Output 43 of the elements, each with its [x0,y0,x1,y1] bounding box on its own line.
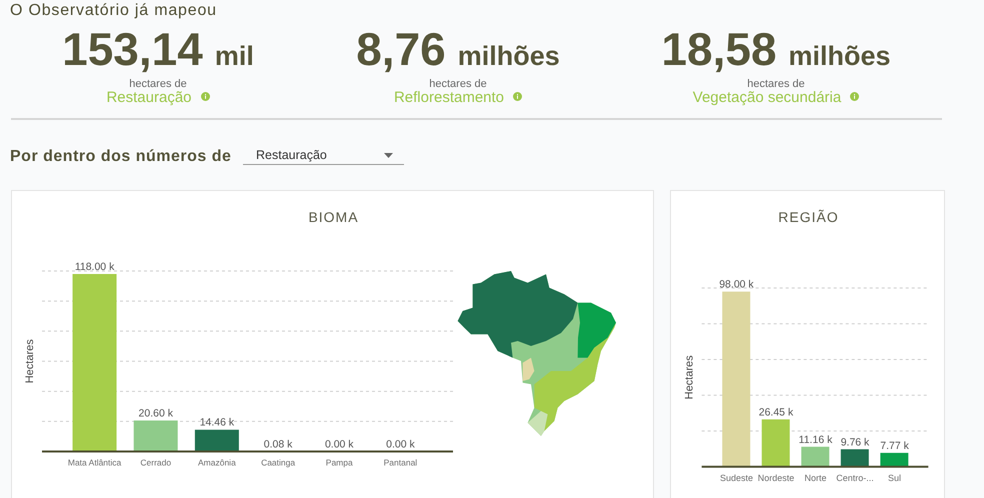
data-label: 118.00 k [74,261,116,274]
x-tick-label: Pantanal [384,458,418,468]
bar [722,292,750,467]
data-label: 0.00 k [386,438,416,450]
data-label: 11.16 k [798,434,834,446]
text: hectares de [129,78,187,90]
x-tick-label: Amazônia [198,458,236,468]
x-tick-label: Centro-... [836,473,874,484]
x-tick-label: Sudeste [720,473,753,484]
data-label: 9.76 k [840,436,870,448]
x-tick-label: Cerrado [140,458,172,468]
bar [762,419,790,467]
x-tick-label: Mata Atlântica [68,458,122,468]
y-axis-title: Hectares [24,338,36,384]
text: 8,76 milhões [356,23,560,75]
text: O Observatório já mapeou [10,2,217,20]
data-label: 7.77 k [880,440,910,452]
data-label: 26.45 k [758,406,794,418]
data-label: 0.00 k [324,438,354,450]
text: Restauração [106,89,192,106]
x-tick-label: Pampa [326,458,353,468]
text: hectares de [429,78,487,90]
chart-title: REGIÃO [777,209,840,225]
data-label: 0.08 k [264,438,294,450]
x-tick-label: Norte [804,473,827,484]
text: hectares de [747,78,805,90]
x-tick-label: Sul [888,473,902,484]
data-label: 14.46 k [200,416,235,429]
text: Reflorestamento [394,89,504,106]
y-axis-title: Hectares [684,354,696,400]
chart-title: BIOMA [307,209,360,225]
bar [801,446,830,467]
text: Vegetação secundária [692,89,842,106]
bar [840,449,869,467]
x-tick-label: Nordeste [758,473,794,484]
bar [880,452,908,467]
x-tick-label: Caatinga [261,458,296,468]
data-label: 98.00 k [719,278,754,291]
text: 153,14 mil [62,23,254,75]
data-label: 20.60 k [138,408,174,420]
dropdown[interactable]: Restauração [243,146,404,165]
text: Por dentro dos números de [10,148,232,166]
text: 18,58 milhões [661,23,891,75]
